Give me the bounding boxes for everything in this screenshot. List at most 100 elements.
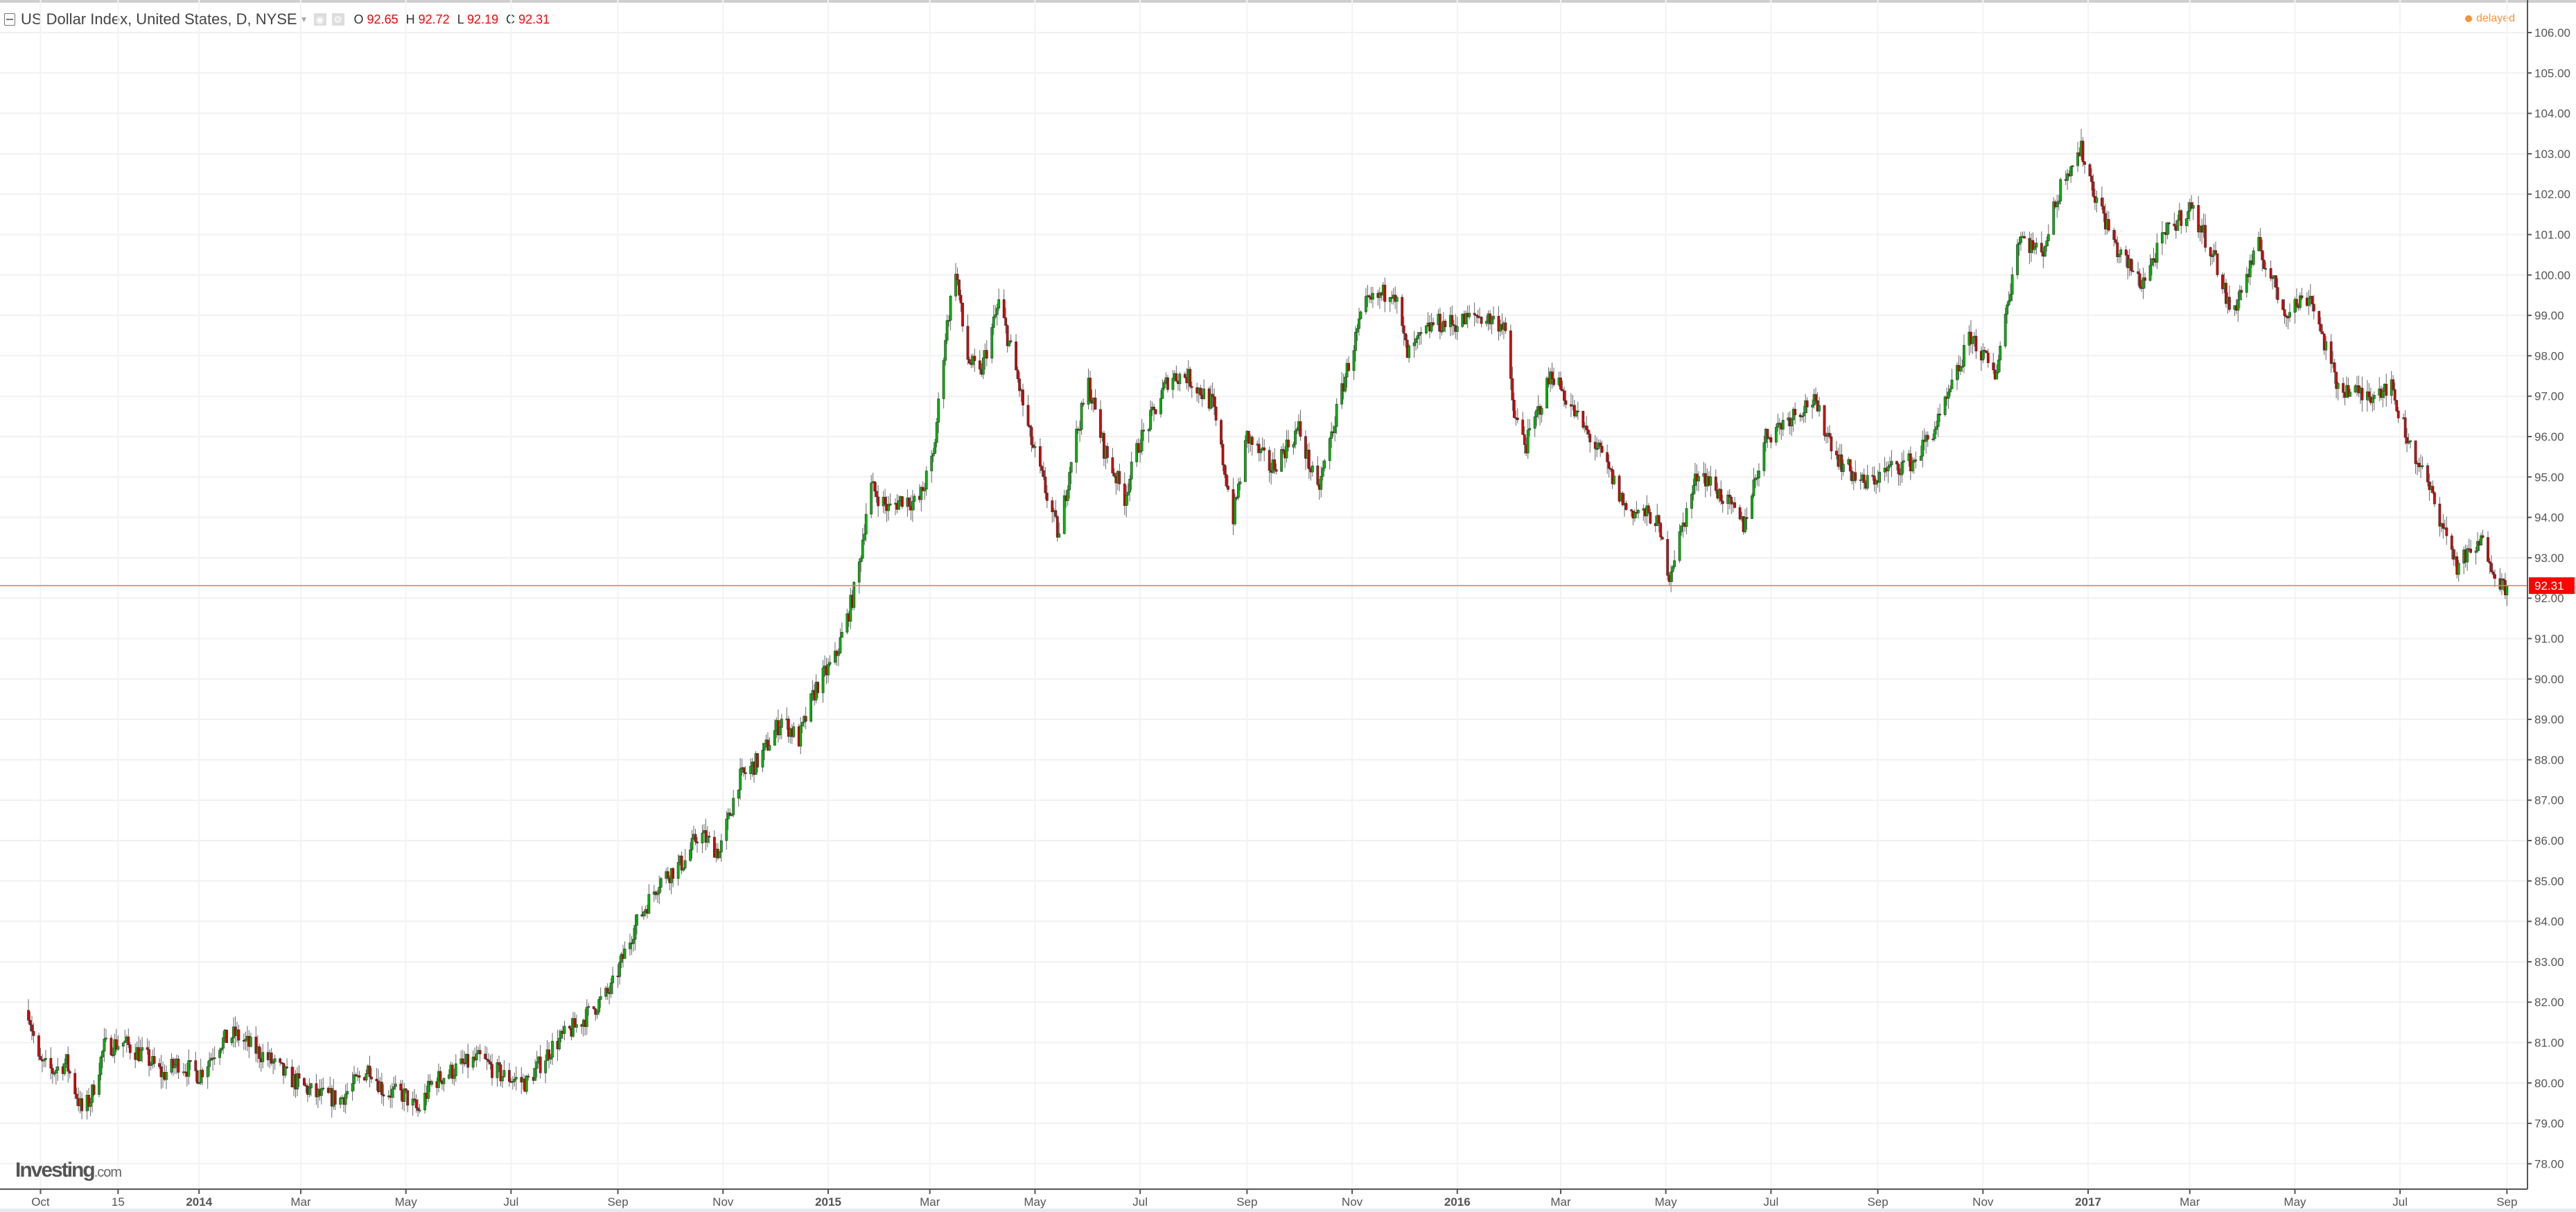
candle-down: [959, 290, 963, 312]
candle-body: [403, 1088, 406, 1102]
candle-body: [682, 868, 685, 871]
candle-up: [1776, 413, 1780, 432]
candle-down: [1105, 442, 1109, 464]
candle-body: [2043, 245, 2047, 257]
candle-body: [1744, 517, 1746, 532]
candle-up: [339, 1096, 342, 1109]
eye-icon[interactable]: ◉: [313, 13, 326, 26]
candle-body: [547, 1049, 551, 1060]
candle-body: [499, 1064, 502, 1082]
candle-body: [538, 1056, 542, 1073]
candle-up: [63, 1058, 67, 1076]
candle-body: [2056, 203, 2059, 207]
candle-down: [1006, 324, 1009, 353]
candle-up: [1202, 379, 1206, 400]
candle-up: [828, 655, 832, 667]
candle-body: [877, 496, 880, 507]
candle-up: [749, 758, 752, 780]
investing-logo: Investing.com: [15, 1159, 122, 1182]
candle-up: [1886, 461, 1890, 483]
candle-up: [2155, 233, 2159, 270]
candle-body: [1388, 297, 1392, 302]
candle-body: [149, 1064, 152, 1066]
candle-body: [800, 722, 804, 726]
candle-up: [1949, 385, 1952, 397]
candle-up: [937, 392, 940, 433]
candle-body: [535, 1062, 538, 1069]
candle-up: [632, 927, 635, 952]
candle-down: [1307, 442, 1311, 480]
candle-body: [2076, 152, 2079, 166]
candle-up: [1320, 466, 1323, 498]
candle-body: [2004, 314, 2007, 346]
candle-up: [1781, 412, 1785, 437]
candle-down: [1814, 387, 1817, 405]
candle-up: [222, 1030, 225, 1055]
candle-body: [1430, 322, 1433, 332]
candle-body: [1666, 538, 1670, 576]
candle-body: [513, 1078, 516, 1082]
candle-up: [676, 854, 680, 886]
candle-body: [1992, 362, 1995, 371]
candle-down: [1274, 463, 1278, 475]
candle-up: [208, 1052, 211, 1076]
gear-icon[interactable]: ⚙: [331, 13, 344, 26]
candle-body: [1673, 560, 1676, 568]
collapse-icon[interactable]: [4, 13, 15, 26]
candle-body: [1002, 299, 1006, 318]
candle-body: [2007, 300, 2010, 306]
candle-down: [2452, 546, 2455, 566]
candle-down: [1511, 367, 1514, 411]
chart-title[interactable]: US Dollar Index, United States, D, NYSE: [21, 10, 297, 28]
candle-body: [606, 987, 609, 993]
candle-down: [1111, 448, 1114, 477]
candle-body: [694, 834, 697, 843]
candle-up: [309, 1082, 313, 1097]
candle-body: [87, 1095, 90, 1107]
candle-down: [1828, 425, 1831, 439]
candle-down: [2228, 285, 2231, 313]
y-tick-label: 85.00: [2534, 875, 2564, 888]
candle-up: [447, 1069, 450, 1080]
candle-up: [2236, 291, 2240, 322]
candle-down: [1721, 495, 1724, 513]
candle-body: [2490, 563, 2493, 572]
candle-body: [897, 500, 900, 510]
candle-body: [594, 1008, 597, 1015]
candle-up: [2057, 195, 2060, 211]
candle-body: [1559, 377, 1562, 390]
candle-down: [2317, 310, 2321, 331]
candle-up: [1485, 315, 1488, 327]
candle-body: [2259, 237, 2262, 251]
candle-up: [141, 1037, 144, 1063]
candle-body: [1550, 371, 1554, 379]
candle-body: [623, 949, 627, 959]
candle-up: [1921, 430, 1925, 468]
candle-up: [511, 1075, 514, 1090]
candle-body: [394, 1083, 397, 1087]
candle-body: [1889, 464, 1891, 467]
candle-body: [1209, 394, 1213, 409]
x-tick-label: 2015: [815, 1195, 841, 1209]
candle-body: [1997, 360, 2000, 373]
dropdown-caret-icon[interactable]: ▼: [299, 15, 308, 24]
candle-down: [1268, 446, 1271, 483]
candle-body: [2269, 267, 2272, 279]
candle-body: [380, 1082, 383, 1095]
candle-body: [973, 355, 976, 361]
candle-down: [2116, 236, 2119, 263]
candle-down: [2491, 570, 2495, 579]
candle-down: [1137, 438, 1140, 454]
candle-body: [1008, 340, 1011, 346]
candle-body: [629, 942, 631, 949]
candle-body: [254, 1037, 258, 1054]
candle-up: [2016, 239, 2019, 279]
candle-body: [1330, 431, 1333, 439]
candle-body: [934, 442, 937, 454]
candle-body: [1468, 313, 1471, 317]
candle-body: [573, 1018, 577, 1028]
candle-body: [2019, 236, 2022, 243]
candle-body: [141, 1047, 144, 1051]
candle-body: [2466, 548, 2469, 563]
